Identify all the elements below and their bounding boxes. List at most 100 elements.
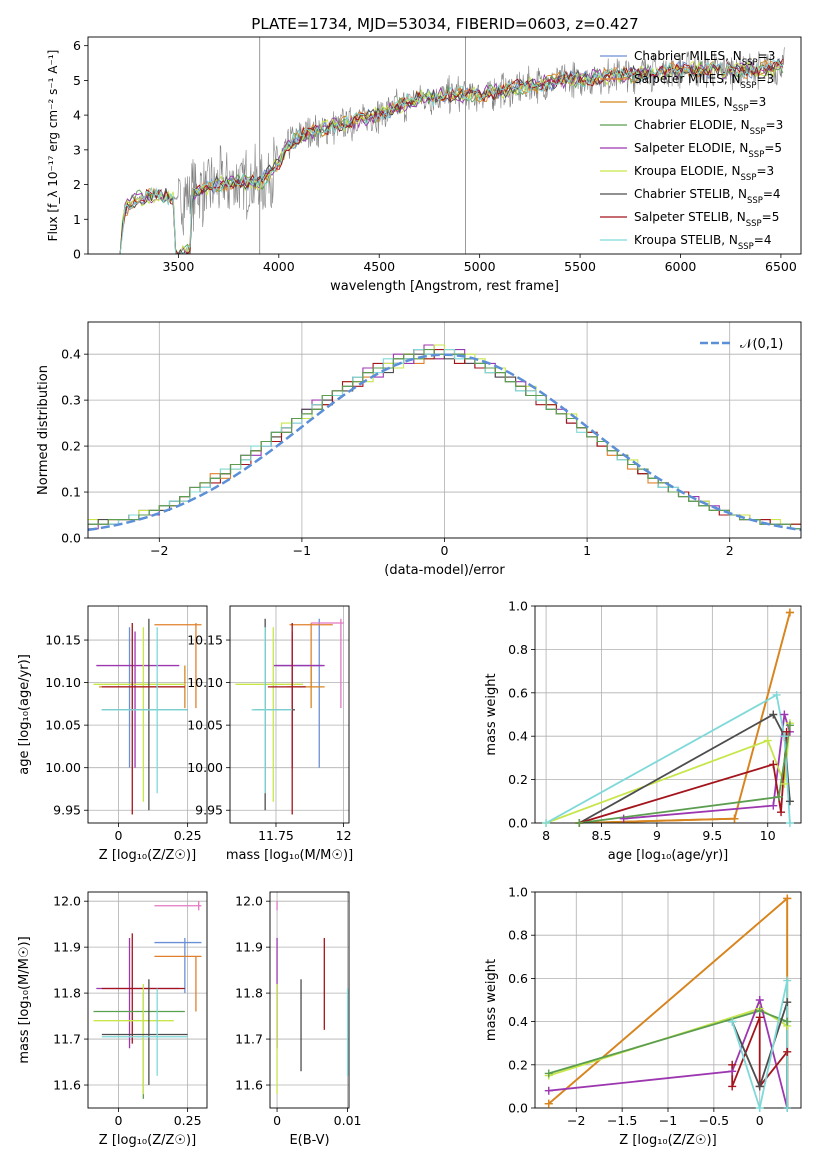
legend-entry: 𝒩(0,1) (740, 337, 783, 352)
y-tick-label: 0.8 (508, 642, 528, 657)
y-tick-label: 11.6 (53, 1078, 81, 1093)
figure-title: PLATE=1734, MJD=53034, FIBERID=0603, z=0… (251, 15, 638, 33)
plus-marker (785, 721, 794, 730)
x-tick-label: 8.5 (592, 828, 612, 843)
y-tick-label: 12.0 (53, 894, 81, 909)
panel-age-vs-z: 0 0.25 9.95 10.00 10.05 10.10 10.15 Z [log₁₀(Z/… (17, 605, 208, 863)
x-tick-label: 8 (542, 828, 550, 843)
x-tick-label: 0.01 (334, 1113, 362, 1128)
x-tick-label: −1 (659, 1113, 677, 1128)
errorbar-point (275, 618, 322, 768)
errorbar-point (93, 983, 174, 1095)
plus-marker (769, 760, 778, 769)
x-tick-label: 0 (114, 1113, 122, 1128)
y-tick-label: 0.4 (508, 1014, 528, 1029)
x-tick-label: 0 (273, 1113, 281, 1128)
axes-frame (87, 605, 208, 824)
axes-frame (534, 891, 802, 1109)
y-tick-label: 4 (73, 108, 81, 123)
plus-marker (769, 710, 778, 719)
y-tick-label: 0.6 (508, 971, 528, 986)
errorbar-point (251, 627, 293, 794)
errorbar-point (93, 993, 185, 1099)
legend-entry: Kroupa STELIB, NSSP=4 (634, 233, 772, 252)
x-axis-label: Z [log₁₀(Z/Z☉)] (99, 1133, 196, 1148)
y-tick-label: 11.8 (53, 986, 81, 1001)
y-tick-label: 3 (73, 142, 81, 157)
x-axis-label: (data-model)/error (384, 563, 505, 578)
errorbar-point (96, 631, 180, 768)
plot-area (230, 606, 349, 823)
errorbar-point (235, 627, 304, 802)
x-tick-label: −2 (150, 543, 168, 558)
panel-residual-hist: −2 −1 0 1 2 0.0 0.1 0.2 0.3 0.4 (data-model)/error… (36, 321, 802, 578)
y-tick-label: 11.7 (53, 1032, 81, 1047)
x-tick-label: 2 (726, 543, 734, 558)
y-tick-label: 10.10 (187, 675, 223, 690)
normal-curve (88, 353, 801, 532)
x-tick-label: 4500 (363, 259, 395, 274)
errorbar-point (311, 618, 344, 709)
plot-area (535, 606, 801, 823)
panel-weight-vs-age: 8 8.5 9 9.5 10 0.0 0.2 0.4 0.6 0.8 1.0 age [log₁₀(a… (484, 599, 802, 863)
y-axis-label: mass [log₁₀(M/M☉)] (17, 936, 32, 1063)
x-tick-label: 6000 (665, 259, 697, 274)
x-tick-label: 6500 (765, 259, 797, 274)
y-tick-label: 0.2 (61, 439, 81, 454)
plus-marker (785, 819, 794, 827)
plus-marker (755, 1104, 764, 1112)
y-tick-label: 9.95 (53, 803, 81, 818)
plus-marker (769, 801, 778, 810)
errorbar-point (93, 627, 185, 802)
axes-frame (534, 605, 802, 824)
plus-marker (783, 894, 792, 903)
errorbar-point (101, 988, 188, 1076)
errorbar-point (254, 618, 295, 811)
y-tick-label: 0.4 (508, 729, 528, 744)
panel-mass-vs-ebv: 0 0.01 11.6 11.7 11.8 11.9 12.0 E(B-V) (235, 891, 362, 1148)
x-tick-label: 12 (336, 828, 352, 843)
plus-marker (780, 779, 789, 788)
axes-frame (229, 605, 350, 824)
errorbar-point (267, 623, 306, 815)
y-tick-label: 0 (73, 247, 81, 262)
x-tick-label: 3500 (162, 259, 194, 274)
y-tick-label: 1 (73, 212, 81, 227)
y-tick-label: 0.3 (61, 393, 81, 408)
y-tick-label: 0.4 (61, 347, 81, 362)
plot-area (270, 892, 349, 1108)
y-tick-label: 12.0 (235, 894, 263, 909)
y-tick-label: 1.0 (508, 885, 528, 900)
axes-frame (87, 891, 208, 1109)
y-tick-label: 10.05 (45, 718, 81, 733)
y-tick-label: 11.9 (53, 940, 81, 955)
plot-area (88, 322, 801, 538)
plot-area (88, 606, 207, 823)
plot-area (119, 37, 785, 254)
y-tick-label: 2 (73, 177, 81, 192)
x-tick-label: 0 (441, 543, 449, 558)
plus-marker (763, 736, 772, 745)
plot-area (88, 892, 207, 1108)
legend-entry: Kroupa MILES, NSSP=3 (634, 95, 766, 114)
errorbar-point (101, 627, 188, 794)
errorbar-point (154, 623, 202, 709)
x-tick-label: −0.5 (699, 1113, 729, 1128)
x-tick-label: 1 (583, 543, 591, 558)
legend-entry: Chabrier MILES, NSSP=3 (634, 49, 775, 68)
y-axis-label: Normed distribution (36, 365, 51, 495)
errorbar-point (154, 937, 202, 994)
plus-marker (772, 690, 781, 699)
model-spectrum-line (119, 59, 783, 254)
y-tick-label: 0.8 (508, 928, 528, 943)
plus-marker (785, 608, 794, 617)
errorbar-point (101, 623, 185, 815)
plus-marker (619, 814, 628, 823)
x-axis-label: mass [log₁₀(M/M☉)] (226, 848, 353, 863)
plus-marker (728, 1017, 737, 1026)
x-axis-label: Z [log₁₀(Z/Z☉)] (99, 848, 196, 863)
y-tick-label: 1.0 (508, 599, 528, 614)
y-axis-label: age [log₁₀(age/yr)] (17, 654, 32, 775)
axes-frame (87, 36, 802, 255)
errorbar-point (273, 631, 325, 768)
